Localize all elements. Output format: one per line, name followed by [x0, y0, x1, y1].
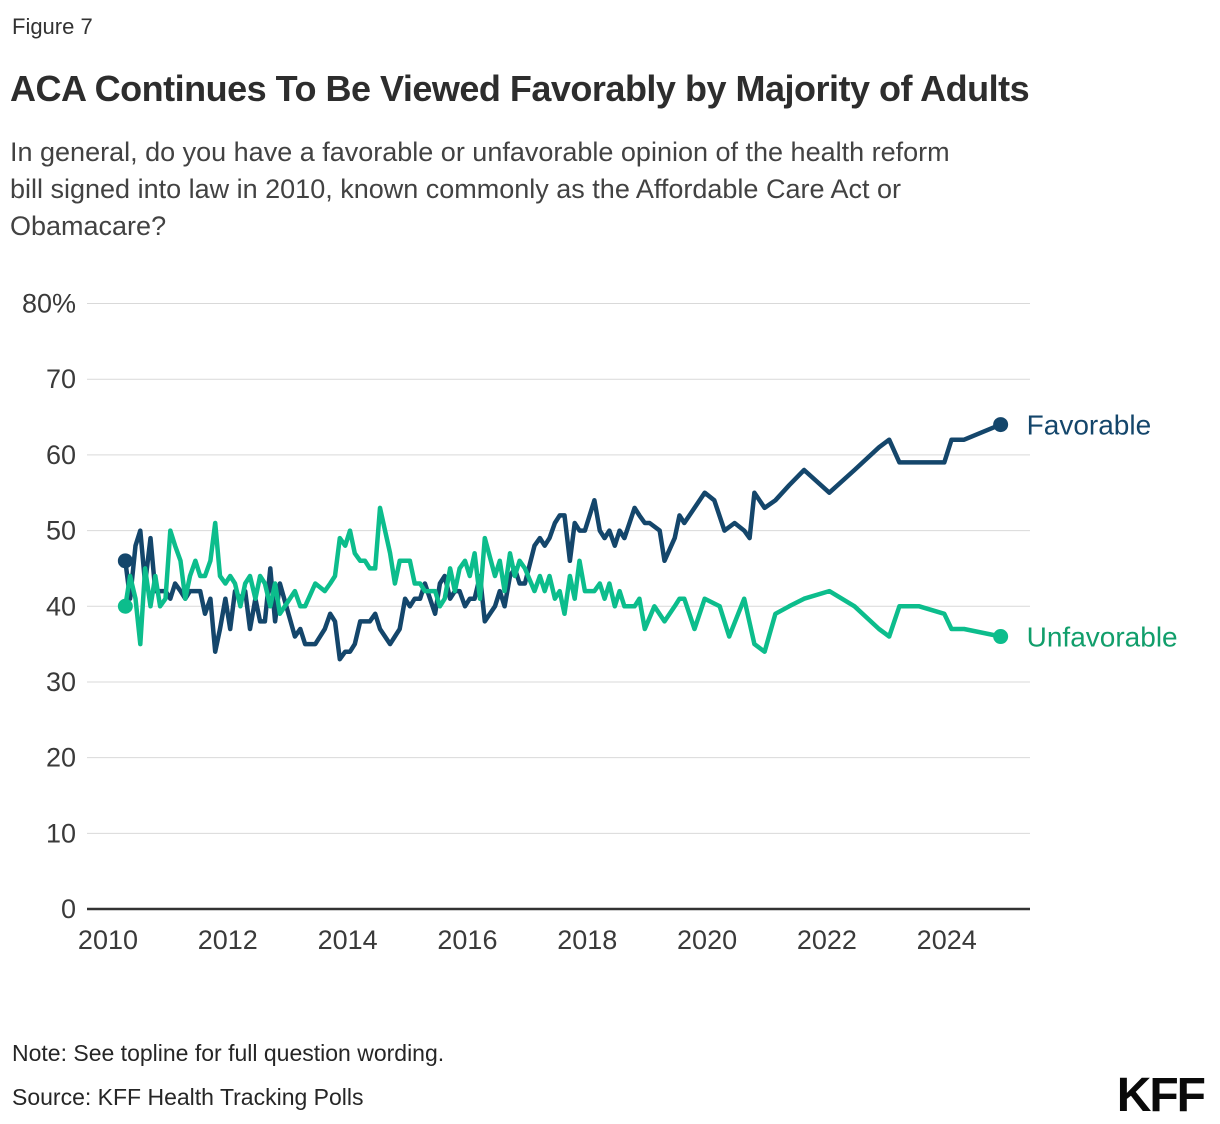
x-tick-label: 2012	[198, 925, 258, 955]
x-tick-label: 2024	[917, 925, 977, 955]
page-title: ACA Continues To Be Viewed Favorably by …	[10, 68, 1030, 109]
figure-label: Figure 7	[12, 14, 93, 39]
favorable-series-label: Favorable	[1027, 410, 1152, 441]
x-tick-label: 2020	[677, 925, 737, 955]
unfavorable-start-dot	[117, 598, 133, 614]
x-tick-label: 2016	[437, 925, 497, 955]
x-tick-label: 2014	[318, 925, 378, 955]
unfavorable-series-label: Unfavorable	[1027, 622, 1178, 653]
favorable-line	[123, 422, 1003, 662]
y-tick-label: 0	[61, 894, 76, 924]
y-tick-label: 40	[46, 591, 76, 621]
note-text: Note: See topline for full question word…	[12, 1040, 445, 1066]
y-tick-label: 60	[46, 440, 76, 470]
kff-logo: KFF	[1116, 1069, 1206, 1122]
unfavorable-end-dot	[993, 629, 1009, 645]
y-tick-label: 10	[46, 818, 76, 848]
x-tick-label: 2022	[797, 925, 857, 955]
y-tick-label: 70	[46, 364, 76, 394]
favorable-end-dot	[993, 417, 1009, 433]
favorable-start-dot	[117, 553, 133, 569]
y-tick-label: 20	[46, 743, 76, 773]
unfavorable-line	[123, 505, 1003, 654]
y-tick-label: 80%	[22, 289, 76, 319]
x-tick-label: 2018	[557, 925, 617, 955]
question-subtitle: In general, do you have a favorable or u…	[10, 137, 950, 241]
x-tick-label: 2010	[78, 925, 138, 955]
y-tick-label: 30	[46, 667, 76, 697]
y-tick-label: 50	[46, 516, 76, 546]
source-text: Source: KFF Health Tracking Polls	[12, 1084, 364, 1110]
